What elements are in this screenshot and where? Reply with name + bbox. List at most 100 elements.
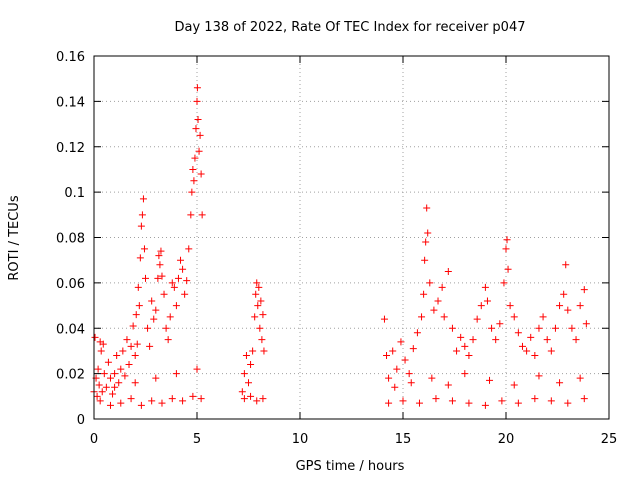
- data-point: [99, 340, 107, 348]
- data-point: [492, 336, 500, 344]
- data-point: [131, 351, 139, 359]
- data-point: [196, 131, 204, 139]
- data-point: [481, 283, 489, 291]
- data-point: [453, 347, 461, 355]
- data-point: [582, 320, 590, 328]
- data-point: [422, 238, 430, 246]
- data-point: [148, 297, 156, 305]
- data-point: [543, 336, 551, 344]
- data-point: [188, 188, 196, 196]
- data-point: [132, 311, 140, 319]
- data-point: [240, 370, 248, 378]
- data-point: [556, 379, 564, 387]
- data-point: [113, 351, 121, 359]
- data-point: [562, 261, 570, 269]
- data-point: [158, 272, 166, 280]
- data-point: [197, 170, 205, 178]
- data-point: [260, 347, 268, 355]
- data-point: [405, 370, 413, 378]
- data-point: [539, 313, 547, 321]
- data-point: [535, 372, 543, 380]
- data-point: [140, 245, 148, 253]
- data-point: [158, 399, 166, 407]
- data-point: [389, 347, 397, 355]
- data-point: [469, 336, 477, 344]
- data-point: [477, 302, 485, 310]
- data-point: [154, 274, 162, 282]
- data-point: [547, 347, 555, 355]
- y-tick-label: 0.04: [56, 322, 85, 337]
- data-point: [510, 381, 518, 389]
- y-tick-label: 0.16: [56, 50, 85, 65]
- data-point: [259, 311, 267, 319]
- data-point: [440, 313, 448, 321]
- data-point: [409, 345, 417, 353]
- data-point: [407, 379, 415, 387]
- data-point: [242, 351, 250, 359]
- y-tick-label: 0.06: [56, 277, 85, 292]
- data-point: [498, 397, 506, 405]
- data-point: [444, 381, 452, 389]
- data-point: [142, 274, 149, 282]
- data-point: [385, 399, 393, 407]
- data-point: [465, 351, 473, 359]
- data-point: [183, 277, 191, 285]
- data-point: [506, 302, 514, 310]
- data-point: [253, 397, 261, 405]
- data-point: [391, 383, 399, 391]
- data-point: [144, 324, 152, 332]
- y-tick-label: 0.14: [56, 95, 85, 110]
- data-point: [576, 302, 584, 310]
- data-point: [95, 381, 103, 389]
- y-tick-label: 0.12: [56, 141, 85, 156]
- data-point: [245, 379, 252, 387]
- data-point: [129, 322, 137, 330]
- data-point: [424, 229, 432, 237]
- data-point: [179, 265, 187, 273]
- data-point: [162, 324, 170, 332]
- data-point: [580, 286, 588, 294]
- y-tick-label: 0.08: [56, 232, 85, 247]
- data-point: [249, 347, 257, 355]
- x-tick-label: 25: [601, 432, 618, 447]
- data-point: [380, 315, 388, 323]
- data-point: [168, 279, 176, 287]
- data-point: [576, 374, 584, 382]
- data-point: [514, 329, 522, 337]
- data-point: [152, 306, 160, 314]
- data-point: [127, 342, 135, 350]
- data-points-layer: [90, 84, 590, 409]
- data-point: [256, 324, 264, 332]
- data-point: [189, 392, 197, 400]
- y-tick-label: 0.1: [64, 186, 85, 201]
- data-point: [483, 297, 491, 305]
- data-point: [137, 222, 145, 230]
- data-point: [547, 397, 555, 405]
- data-point: [179, 397, 187, 405]
- data-point: [187, 211, 195, 219]
- data-point: [527, 333, 535, 341]
- data-point: [564, 399, 572, 407]
- data-point: [434, 297, 442, 305]
- data-point: [94, 365, 102, 373]
- x-tick-label: 5: [193, 432, 201, 447]
- data-point: [535, 324, 543, 332]
- data-point: [111, 370, 119, 378]
- data-point: [146, 342, 154, 350]
- data-point: [102, 383, 110, 391]
- data-point: [432, 395, 440, 403]
- data-point: [193, 84, 201, 92]
- data-point: [125, 361, 133, 369]
- data-point: [133, 340, 141, 348]
- data-point: [115, 379, 123, 387]
- data-point: [170, 283, 178, 291]
- data-point: [247, 392, 255, 400]
- data-point: [181, 290, 189, 298]
- data-point: [194, 116, 202, 124]
- data-point: [413, 329, 421, 337]
- data-point: [240, 395, 248, 403]
- data-point: [461, 342, 469, 350]
- data-point: [255, 283, 263, 291]
